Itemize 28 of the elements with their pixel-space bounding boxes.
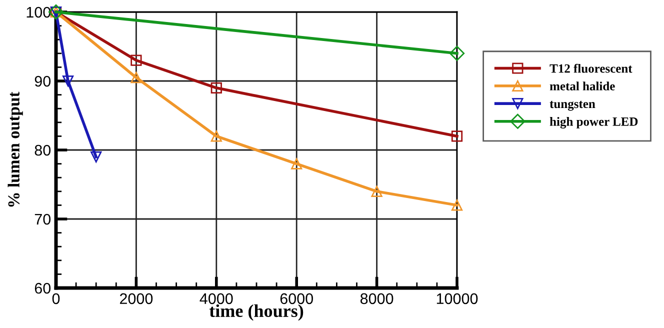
x-tick-label: 8000 [360, 293, 394, 304]
point [291, 158, 302, 170]
y-tick-label: 80 [34, 144, 51, 156]
legend-label: T12 fluorescent [550, 64, 632, 73]
point [451, 130, 463, 142]
point [371, 186, 382, 197]
x-tick-label: 10000 [436, 293, 478, 304]
y-axis-title: % lumen output [8, 92, 23, 207]
point [130, 54, 142, 66]
x-tick-label: 0 [52, 293, 60, 304]
x-tick-label: 4000 [200, 293, 233, 304]
point [130, 72, 142, 84]
legend-label: tungsten [550, 100, 596, 111]
point [62, 75, 74, 87]
point [210, 82, 222, 94]
y-tick-label: 70 [34, 214, 51, 225]
y-tick-label: 90 [34, 76, 51, 87]
y-tick-label: 60 [34, 282, 51, 294]
y-tick-label: 100 [26, 6, 51, 18]
legend-label: metal halide [550, 82, 615, 90]
legend-label: high power LED [550, 117, 638, 128]
point [449, 46, 465, 61]
x-axis-title: time (hours) [209, 304, 304, 321]
point [90, 151, 102, 162]
x-tick-label: 2000 [120, 293, 153, 304]
point [451, 200, 463, 211]
point [210, 130, 222, 142]
x-tick-label: 6000 [280, 293, 313, 304]
